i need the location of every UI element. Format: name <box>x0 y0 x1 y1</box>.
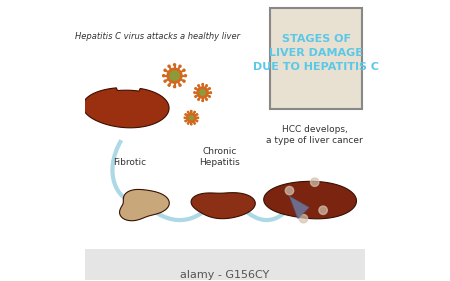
Circle shape <box>188 112 189 113</box>
Text: Chronic
Hepatitis: Chronic Hepatitis <box>199 147 240 167</box>
Circle shape <box>209 88 210 89</box>
Circle shape <box>194 112 195 113</box>
Circle shape <box>188 123 189 124</box>
Circle shape <box>210 92 212 93</box>
Circle shape <box>194 92 195 93</box>
Text: STAGES OF
LIVER DAMAGE
DUE TO HEPATITIS C: STAGES OF LIVER DAMAGE DUE TO HEPATITIS … <box>253 34 379 72</box>
Circle shape <box>184 75 186 77</box>
Circle shape <box>185 114 186 115</box>
Polygon shape <box>83 88 169 128</box>
Circle shape <box>198 85 199 86</box>
Circle shape <box>199 89 206 96</box>
Circle shape <box>162 75 165 77</box>
Circle shape <box>179 65 181 67</box>
FancyBboxPatch shape <box>270 8 362 109</box>
Text: Fibrotic: Fibrotic <box>113 158 146 167</box>
Circle shape <box>183 80 185 82</box>
Circle shape <box>164 80 166 82</box>
Circle shape <box>195 88 196 89</box>
Polygon shape <box>191 193 255 219</box>
Circle shape <box>310 178 319 186</box>
Circle shape <box>168 84 170 86</box>
Circle shape <box>194 123 195 124</box>
Circle shape <box>206 99 207 100</box>
Text: Hepatitis C virus attacks a healthy liver: Hepatitis C virus attacks a healthy live… <box>75 32 240 41</box>
Circle shape <box>174 86 176 88</box>
Circle shape <box>170 71 180 81</box>
Circle shape <box>285 186 294 195</box>
Circle shape <box>195 96 196 97</box>
Circle shape <box>209 96 210 97</box>
Circle shape <box>185 121 186 122</box>
Circle shape <box>183 69 185 71</box>
Circle shape <box>202 84 203 85</box>
Circle shape <box>299 214 308 223</box>
Circle shape <box>179 84 181 86</box>
Circle shape <box>319 206 327 214</box>
Circle shape <box>164 69 166 71</box>
Circle shape <box>174 64 176 66</box>
Circle shape <box>206 85 207 86</box>
Circle shape <box>184 117 185 118</box>
Circle shape <box>198 99 199 100</box>
Circle shape <box>189 115 194 121</box>
Polygon shape <box>264 181 356 219</box>
Text: HCC develops,
a type of liver cancer: HCC develops, a type of liver cancer <box>266 124 363 145</box>
Polygon shape <box>289 196 309 219</box>
Circle shape <box>197 121 198 122</box>
Circle shape <box>191 110 192 112</box>
Polygon shape <box>120 189 169 221</box>
Circle shape <box>168 65 170 67</box>
Circle shape <box>197 114 198 115</box>
FancyBboxPatch shape <box>85 250 365 280</box>
Circle shape <box>191 124 192 125</box>
Circle shape <box>197 117 198 118</box>
Text: alamy - G156CY: alamy - G156CY <box>180 270 270 280</box>
Circle shape <box>202 100 203 101</box>
